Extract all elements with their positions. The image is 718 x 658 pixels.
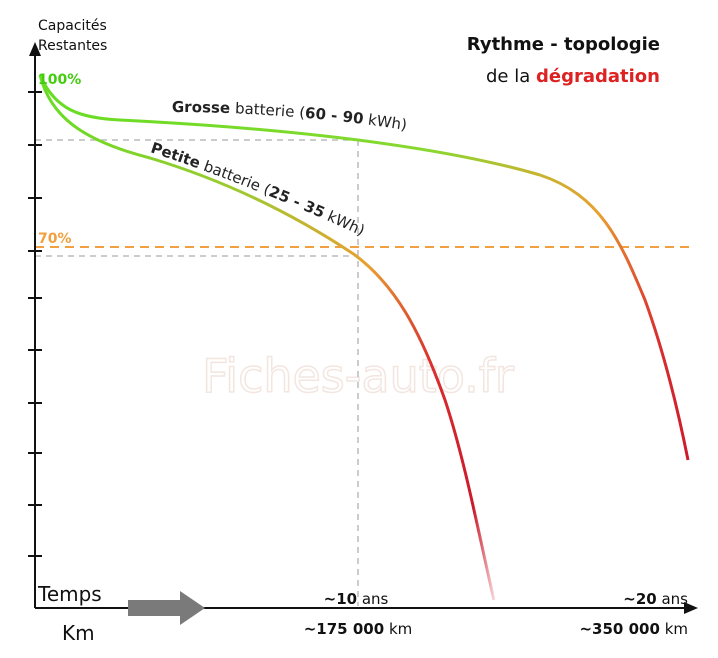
time-arrow (128, 591, 205, 625)
curve-label-part: 60 - 90 (304, 104, 364, 128)
marker-label: ~175 000 km (304, 620, 413, 638)
marker-value: ~10 (324, 590, 357, 608)
marker-unit: ans (661, 590, 688, 608)
curve-small (38, 74, 496, 601)
x-label: Km (62, 621, 95, 645)
marker-label: ~10 ans (324, 590, 389, 608)
x-arrow (684, 602, 698, 614)
marker-value: ~20 (623, 590, 656, 608)
curve-label-part: 25 - 35 (266, 182, 327, 221)
title-prefix: de la (486, 66, 530, 87)
curve-label-part: Grosse (172, 98, 231, 117)
title: de la dégradation (486, 66, 660, 87)
marker-unit: km (665, 620, 688, 638)
level-label: 70% (38, 231, 72, 247)
curve-label: Petite batterie (25 - 35 kWh) (149, 139, 368, 240)
marker-distance: ~175 000 (304, 620, 384, 638)
marker-label: ~350 000 km (579, 620, 688, 638)
marker-unit: ans (362, 590, 389, 608)
title-highlight: dégradation (536, 66, 660, 87)
y-arrow (29, 42, 41, 56)
curve-label: Grosse batterie (60 - 90 kWh) (172, 98, 408, 134)
y-label: Capacités (38, 18, 107, 34)
x-label: Temps (37, 582, 102, 606)
level-label: 100% (38, 72, 81, 88)
curve-big (38, 74, 690, 461)
title: Rythme - topologie (467, 34, 660, 55)
marker-label: ~20 ans (623, 590, 688, 608)
curve-label-part: kWh) (320, 205, 367, 239)
y-label: Restantes (38, 38, 107, 54)
y-ticks (28, 91, 42, 557)
marker-unit: km (389, 620, 412, 638)
curve-label-part: batterie ( (230, 99, 306, 122)
curve-label-part: kWh) (362, 110, 408, 134)
marker-distance: ~350 000 (579, 620, 659, 638)
